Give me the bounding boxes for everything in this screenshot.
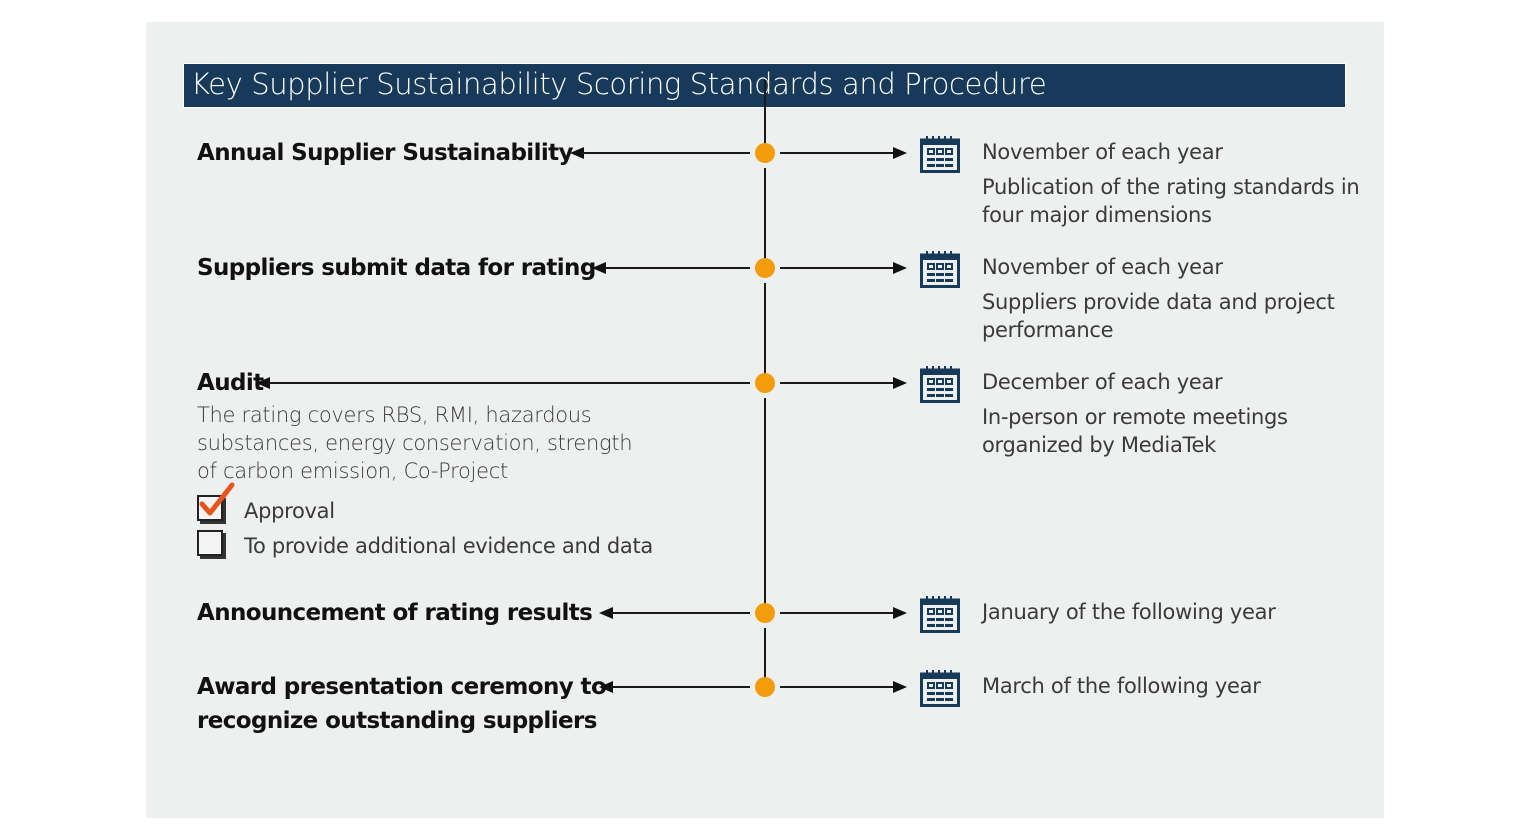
calendar-icon	[920, 250, 960, 288]
timeline-line	[764, 80, 766, 144]
step-1-detail: Publication of the rating standards in f…	[982, 175, 1360, 227]
connector-left	[611, 686, 750, 688]
connector-right	[780, 267, 894, 269]
step-3-label: Audit	[197, 370, 264, 396]
connector-right	[780, 686, 894, 688]
step-1-timing: November of each year	[982, 140, 1223, 164]
step-3-timing: December of each year	[982, 370, 1223, 394]
connector-right	[780, 152, 894, 154]
calendar-icon	[920, 365, 960, 403]
arrow-right-icon	[893, 681, 907, 693]
step-2-detail: Suppliers provide data and project perfo…	[982, 290, 1335, 342]
step-1-label: Annual Supplier Sustainability	[197, 140, 574, 166]
additional-evidence-checkbox	[197, 530, 223, 556]
connector-left	[611, 612, 750, 614]
arrow-left-icon	[570, 147, 584, 159]
timeline-dot	[755, 677, 775, 697]
checkmark-icon	[199, 482, 235, 516]
approval-label: Approval	[244, 499, 335, 523]
additional-evidence-label: To provide additional evidence and data	[244, 534, 653, 558]
timeline-dot	[755, 603, 775, 623]
connector-left	[268, 382, 750, 384]
calendar-icon	[920, 135, 960, 173]
connector-left	[582, 152, 750, 154]
step-3-detail: In-person or remote meetings organized b…	[982, 405, 1288, 457]
timeline-line	[764, 168, 766, 259]
page-title: Key Supplier Sustainability Scoring Stan…	[191, 67, 1047, 101]
step-5-label-line-2: recognize outstanding suppliers	[197, 708, 597, 734]
timeline-dot	[755, 373, 775, 393]
arrow-left-icon	[256, 377, 270, 389]
step-4-timing: January of the following year	[982, 600, 1276, 624]
arrow-right-icon	[893, 262, 907, 274]
calendar-icon	[920, 669, 960, 707]
connector-right	[780, 382, 894, 384]
step-5-timing: March of the following year	[982, 674, 1261, 698]
timeline-line	[764, 283, 766, 374]
arrow-left-icon	[599, 607, 613, 619]
arrow-left-icon	[599, 681, 613, 693]
connector-right	[780, 612, 894, 614]
audit-description: The rating covers RBS, RMI, hazardous su…	[197, 403, 633, 483]
timeline-dot	[755, 258, 775, 278]
timeline-line	[764, 398, 766, 604]
connector-left	[604, 267, 750, 269]
timeline-dot	[755, 143, 775, 163]
arrow-right-icon	[893, 607, 907, 619]
timeline-line	[764, 628, 766, 679]
arrow-right-icon	[893, 377, 907, 389]
step-2-label: Suppliers submit data for rating	[197, 255, 596, 281]
step-2-timing: November of each year	[982, 255, 1223, 279]
arrow-left-icon	[592, 262, 606, 274]
step-4-label: Announcement of rating results	[197, 600, 593, 626]
calendar-icon	[920, 595, 960, 633]
step-5-label-line-1: Award presentation ceremony to	[197, 674, 607, 700]
arrow-right-icon	[893, 147, 907, 159]
